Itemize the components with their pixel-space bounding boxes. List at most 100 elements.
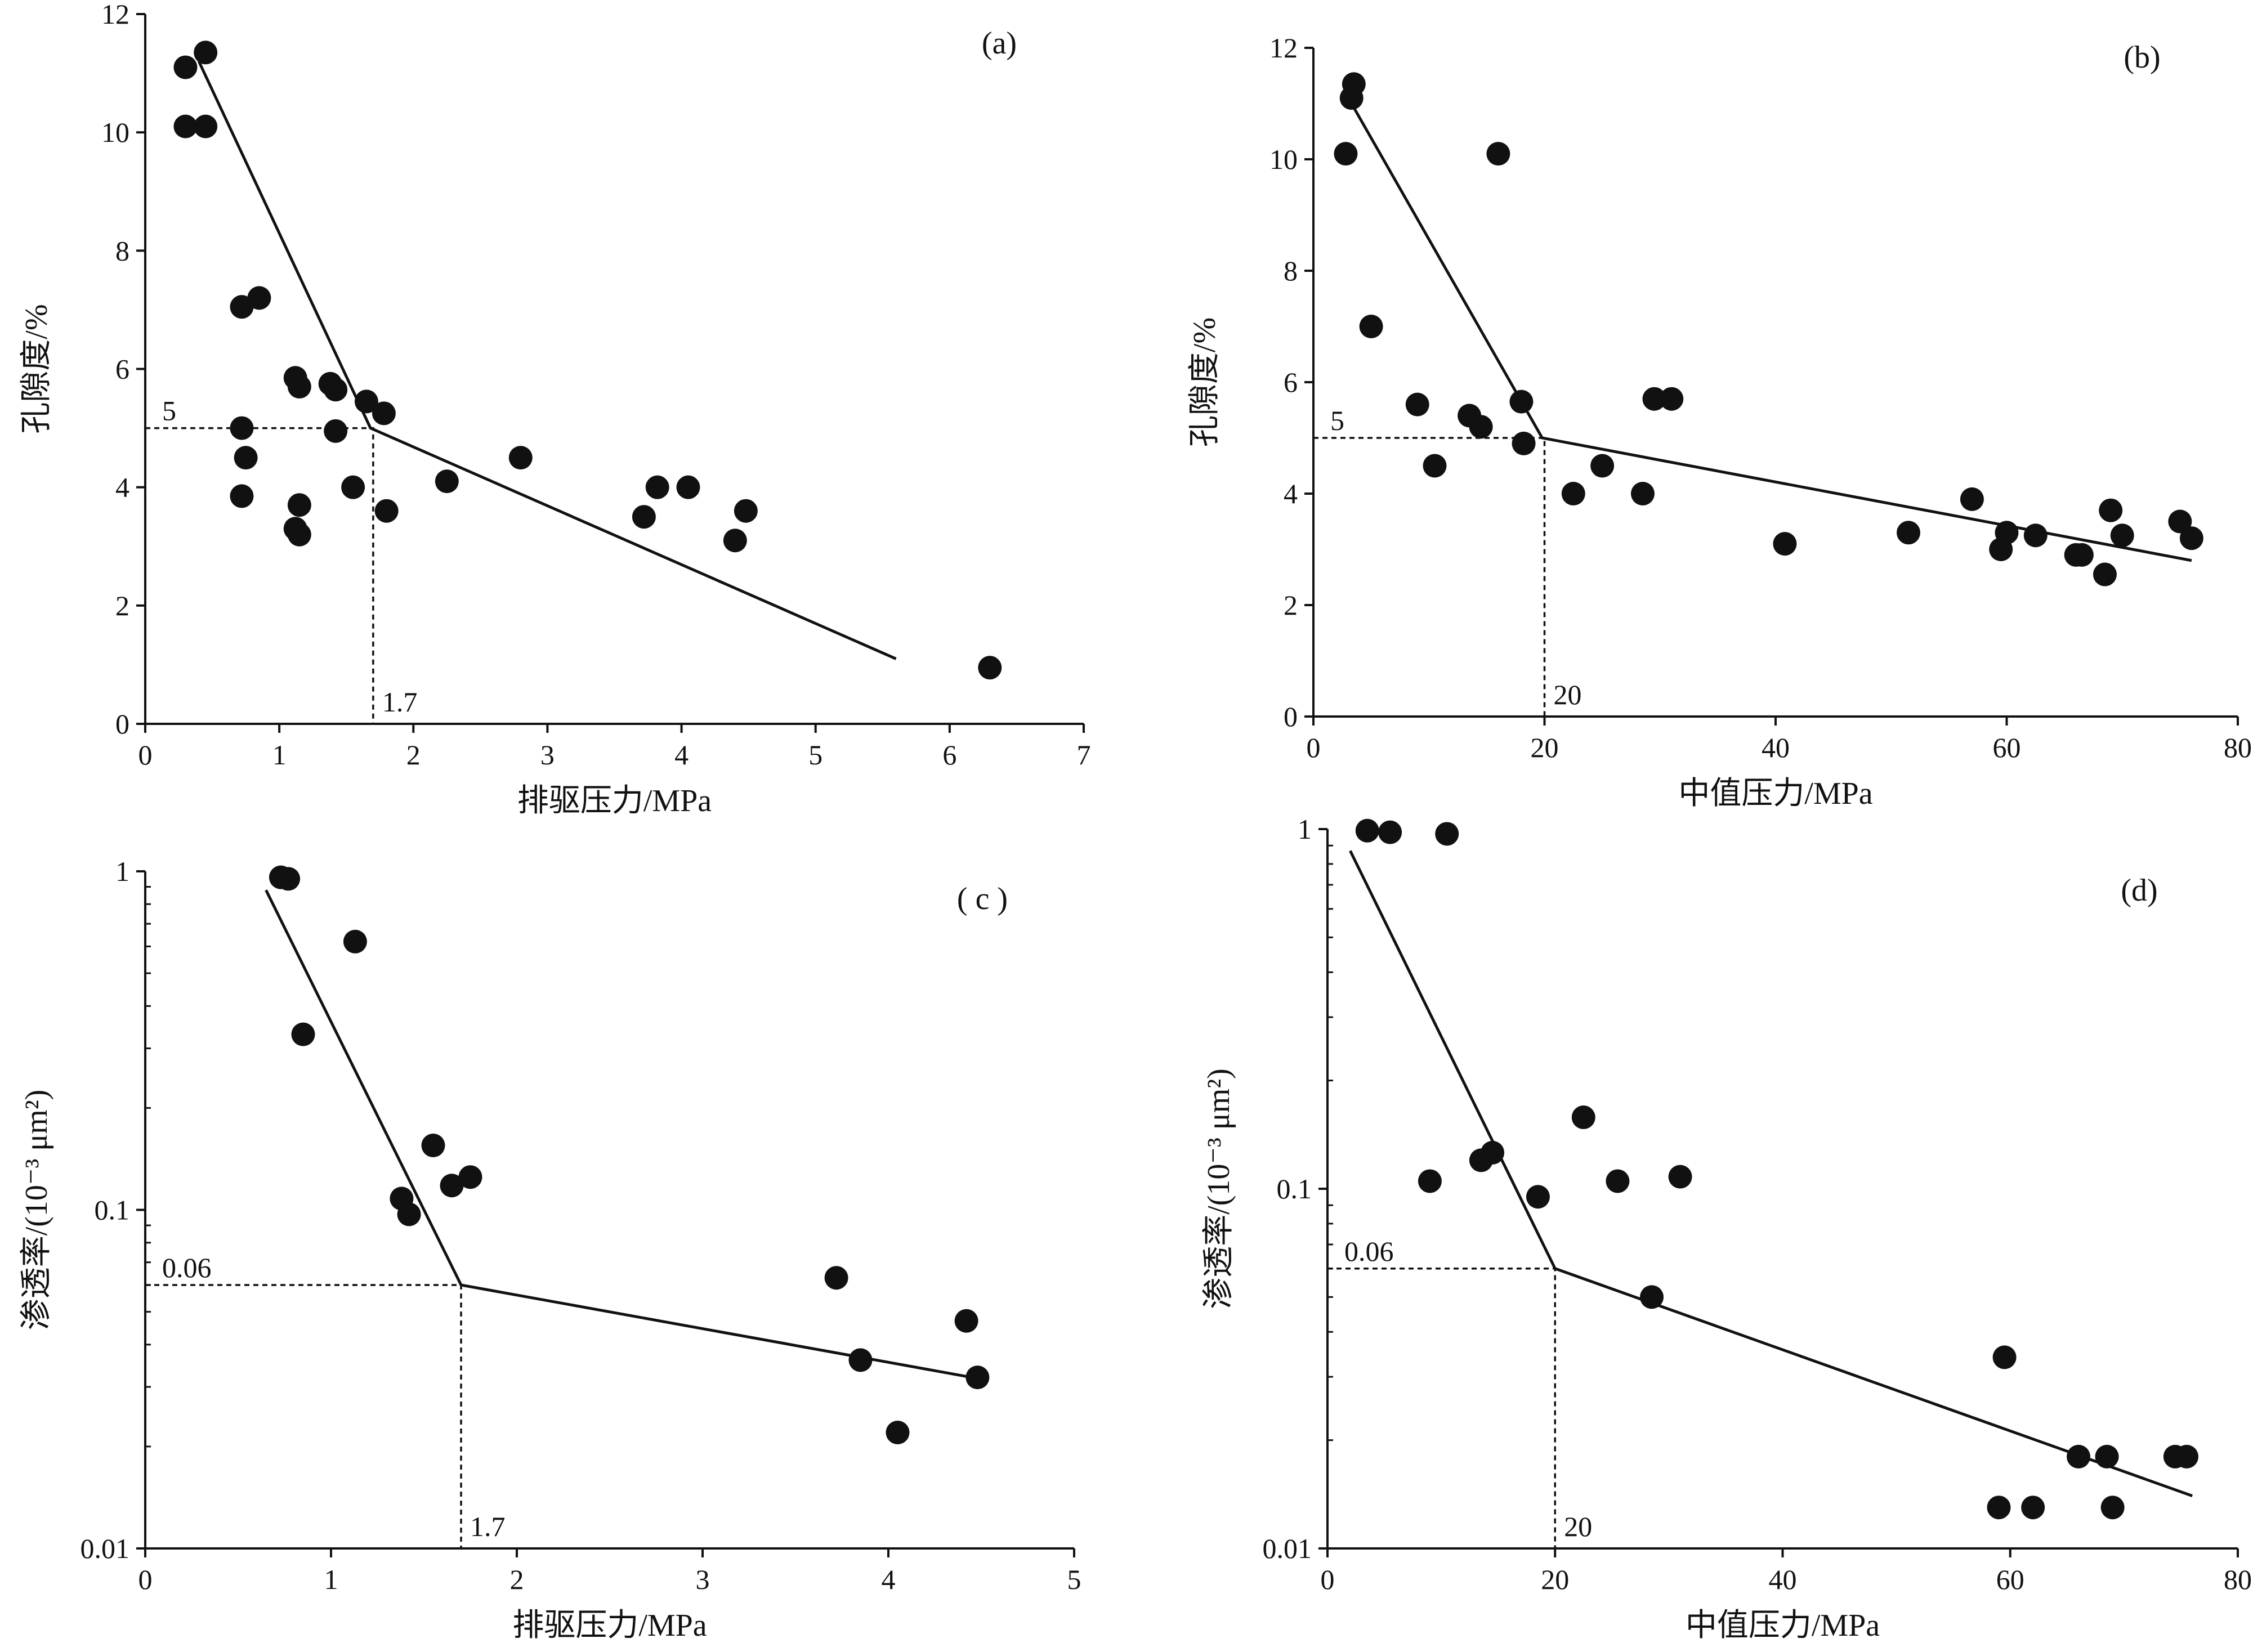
- x-tick-label: 1: [324, 1564, 338, 1595]
- data-point: [1435, 822, 1459, 846]
- x-tick-label: 0: [1321, 1564, 1335, 1595]
- x-tick-label: 20: [1531, 732, 1559, 763]
- y-tick-label: 0: [115, 708, 129, 740]
- data-point: [954, 1309, 978, 1333]
- x-tick-label: 5: [808, 739, 822, 771]
- x-tick-label: 60: [1996, 1564, 2024, 1595]
- trend-line: [1349, 850, 2193, 1497]
- threshold-x-label: 20: [1564, 1511, 1592, 1542]
- data-point: [1339, 86, 1364, 110]
- trend-line: [197, 61, 897, 660]
- data-point: [676, 475, 700, 499]
- data-point: [886, 1421, 910, 1445]
- y-axis-title: 孔隙度/%: [19, 304, 54, 433]
- data-point: [1378, 820, 1402, 844]
- y-tick-label: 0.01: [1263, 1533, 1312, 1564]
- data-point: [2100, 1496, 2125, 1520]
- data-point: [2175, 1444, 2199, 1469]
- x-tick-label: 0: [1307, 732, 1321, 763]
- threshold-dashed-line: [145, 427, 374, 724]
- x-tick-label: 20: [1541, 1564, 1569, 1595]
- threshold-dashed-line: [145, 1284, 462, 1548]
- y-tick-label: 0.01: [81, 1533, 130, 1564]
- threshold-x-label: 1.7: [470, 1511, 506, 1542]
- data-point: [230, 295, 254, 319]
- x-tick-label: 80: [2224, 1564, 2252, 1595]
- panel-c: 0 1 2 3 4 5 0.01 0.1 1 0.06 1.7 ( c ) 排驱压力/MPa 渗透率/(1…: [19, 856, 1081, 1643]
- y-axis-title: 孔隙度/%: [1187, 317, 1222, 447]
- x-axis-title: 排驱压力/MPa: [512, 1608, 707, 1643]
- x-tick-label: 4: [674, 739, 689, 771]
- data-point: [354, 390, 378, 414]
- y-tick-label: 6: [115, 353, 129, 385]
- data-point: [734, 499, 758, 523]
- data-point: [2093, 562, 2117, 587]
- data-point: [435, 469, 459, 494]
- data-point: [1423, 454, 1447, 478]
- x-tick-label: 60: [1993, 732, 2021, 763]
- data-point: [276, 867, 301, 891]
- data-point: [848, 1348, 873, 1372]
- x-axis-title: 中值压力/MPa: [1678, 776, 1872, 811]
- data-point: [1897, 521, 1921, 545]
- data-point: [173, 55, 198, 79]
- x-tick-label: 6: [942, 739, 956, 771]
- threshold-dashed-line: [1313, 437, 1546, 717]
- data-point: [194, 41, 218, 65]
- panel-label: ( c ): [957, 881, 1008, 916]
- data-point: [1561, 482, 1585, 505]
- data-point: [1660, 387, 1684, 411]
- y-tick-label: 6: [1284, 366, 1298, 398]
- data-point: [1469, 415, 1493, 439]
- data-point: [965, 1366, 990, 1390]
- y-tick-label: 4: [115, 472, 129, 503]
- data-point: [343, 929, 367, 953]
- x-tick-label: 40: [1762, 732, 1790, 763]
- data-point: [978, 656, 1002, 680]
- y-tick-label: 0.1: [1277, 1173, 1312, 1205]
- data-point: [632, 505, 656, 529]
- x-axis-title: 排驱压力/MPa: [517, 784, 712, 818]
- data-point: [1334, 142, 1358, 166]
- y-axis-title: 渗透率/(10⁻³ μm²): [19, 1090, 54, 1331]
- data-point: [1606, 1169, 1630, 1193]
- panel-b: 0 20 40 60 80 0 2 4 6 8 10 12 5 20 (b) 中值压力/MPa 孔隙度/%: [1187, 32, 2252, 811]
- data-point: [1486, 142, 1510, 166]
- data-point: [234, 446, 258, 470]
- x-tick-label: 7: [1077, 739, 1091, 771]
- x-tick-label: 3: [696, 1564, 710, 1595]
- data-point: [1640, 1285, 1664, 1309]
- data-point: [247, 286, 271, 310]
- data-point: [374, 499, 399, 523]
- data-point: [1355, 818, 1379, 843]
- x-tick-label: 3: [540, 739, 555, 771]
- data-point: [194, 114, 218, 138]
- data-point: [2067, 1444, 2091, 1469]
- data-point: [230, 484, 254, 508]
- data-point: [2023, 523, 2048, 548]
- y-tick-label: 10: [1269, 144, 1298, 175]
- data-point: [1509, 390, 1534, 414]
- data-point: [1773, 532, 1797, 556]
- threshold-y-label: 5: [162, 395, 176, 427]
- threshold-y-label: 0.06: [162, 1252, 212, 1283]
- data-point: [1987, 1496, 2011, 1520]
- data-point: [1512, 431, 1536, 455]
- threshold-y-label: 5: [1330, 405, 1344, 436]
- y-tick-label: 2: [115, 590, 129, 621]
- data-point: [2069, 543, 2094, 567]
- data-point: [645, 475, 669, 499]
- data-point: [824, 1266, 848, 1290]
- data-point: [1668, 1165, 1692, 1189]
- data-point: [372, 401, 396, 426]
- x-axis-title: 中值压力/MPa: [1686, 1608, 1880, 1643]
- x-tick-label: 4: [882, 1564, 896, 1595]
- data-point: [324, 419, 348, 443]
- data-point: [173, 114, 198, 138]
- y-tick-label: 12: [101, 0, 129, 30]
- data-point: [2168, 509, 2192, 534]
- data-point: [421, 1134, 445, 1158]
- x-tick-label: 40: [1769, 1564, 1797, 1595]
